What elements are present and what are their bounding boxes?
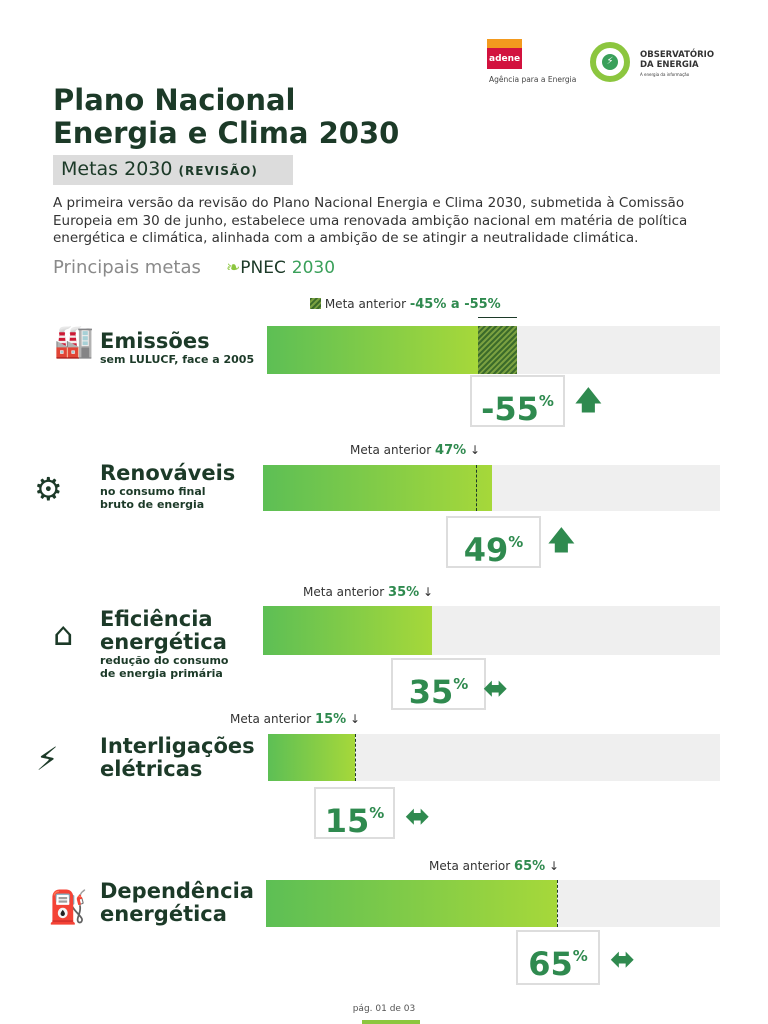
target-bar (267, 326, 720, 374)
footer-bar (362, 1020, 420, 1024)
target-bar (263, 606, 720, 655)
pnec-logo: ❧PNEC 2030 (226, 258, 336, 278)
target-value: 65% (516, 930, 600, 985)
bar-fill (267, 326, 478, 374)
previous-target-label: Meta anterior 15% ↓ (230, 712, 361, 727)
observatorio-icon: ⚡ (590, 42, 630, 82)
double-arrow-icon: ⬌ (483, 671, 509, 706)
subtitle: Metas 2030 (REVISÃO) (53, 155, 293, 185)
previous-target-marker (557, 880, 558, 927)
target-name: Emissões sem LULUCF, face a 2005 (100, 329, 255, 367)
target-value: 15% (314, 787, 395, 840)
arrow-up-icon: 🡅 (548, 526, 575, 556)
double-arrow-icon: ⬌ (610, 942, 636, 977)
range-arrow (478, 317, 517, 318)
adene-tagline: Agência para a Energia (489, 75, 577, 84)
observatorio-logo: OBSERVATÓRIO DA ENERGIA (640, 50, 715, 70)
target-name: Eficiência energética redução do consumo de… (100, 607, 229, 681)
bar-fill (266, 880, 557, 927)
target-value: 35% (391, 658, 486, 711)
target-1-icon wind-solar-icon: ⚙ (34, 470, 63, 508)
page-title: Plano Nacional Energia e Clima 2030 (53, 83, 400, 150)
observatorio-tagline: A energia da informação (640, 72, 690, 77)
page-number: pág. 01 de 03 (352, 1004, 416, 1014)
previous-target-label: Meta anterior 47% ↓ (350, 443, 481, 458)
section-heading: Principais metas (53, 257, 201, 278)
target-bar (263, 465, 720, 511)
double-arrow-icon: ⬌ (405, 799, 431, 834)
target-4-icon oil-pump-icon: ⛽ (48, 888, 88, 926)
target-name: Dependência energética (100, 879, 254, 926)
target-0-icon factory-icon: 🏭 (54, 322, 94, 360)
previous-target-label: Meta anterior 35% ↓ (303, 585, 434, 600)
previous-target-label: Meta anterior 65% ↓ (429, 859, 560, 874)
bar-fill (268, 734, 355, 781)
target-bar (268, 734, 720, 781)
previous-target-label: Meta anterior -45% a -55% (310, 297, 501, 312)
target-value: -55% (470, 375, 565, 428)
bar-fill (263, 606, 432, 655)
target-value: 49% (446, 516, 541, 569)
intro-text: A primeira versão da revisão do Plano Na… (53, 195, 688, 246)
previous-target-marker (355, 734, 356, 781)
target-bar (266, 880, 720, 927)
previous-target-marker (476, 465, 477, 511)
previous-range-hatch (478, 326, 517, 374)
target-3-icon power-tower-icon: ⚡ (36, 740, 59, 778)
bar-fill (263, 465, 492, 511)
target-name: Renováveis no consumo final bruto de energ… (100, 461, 236, 512)
target-2-icon energy-label-house-icon: ⌂ (53, 615, 74, 653)
adene-logo: adene (487, 39, 522, 69)
target-name: Interligações elétricas (100, 734, 255, 781)
arrow-up-icon: 🡅 (575, 386, 602, 416)
